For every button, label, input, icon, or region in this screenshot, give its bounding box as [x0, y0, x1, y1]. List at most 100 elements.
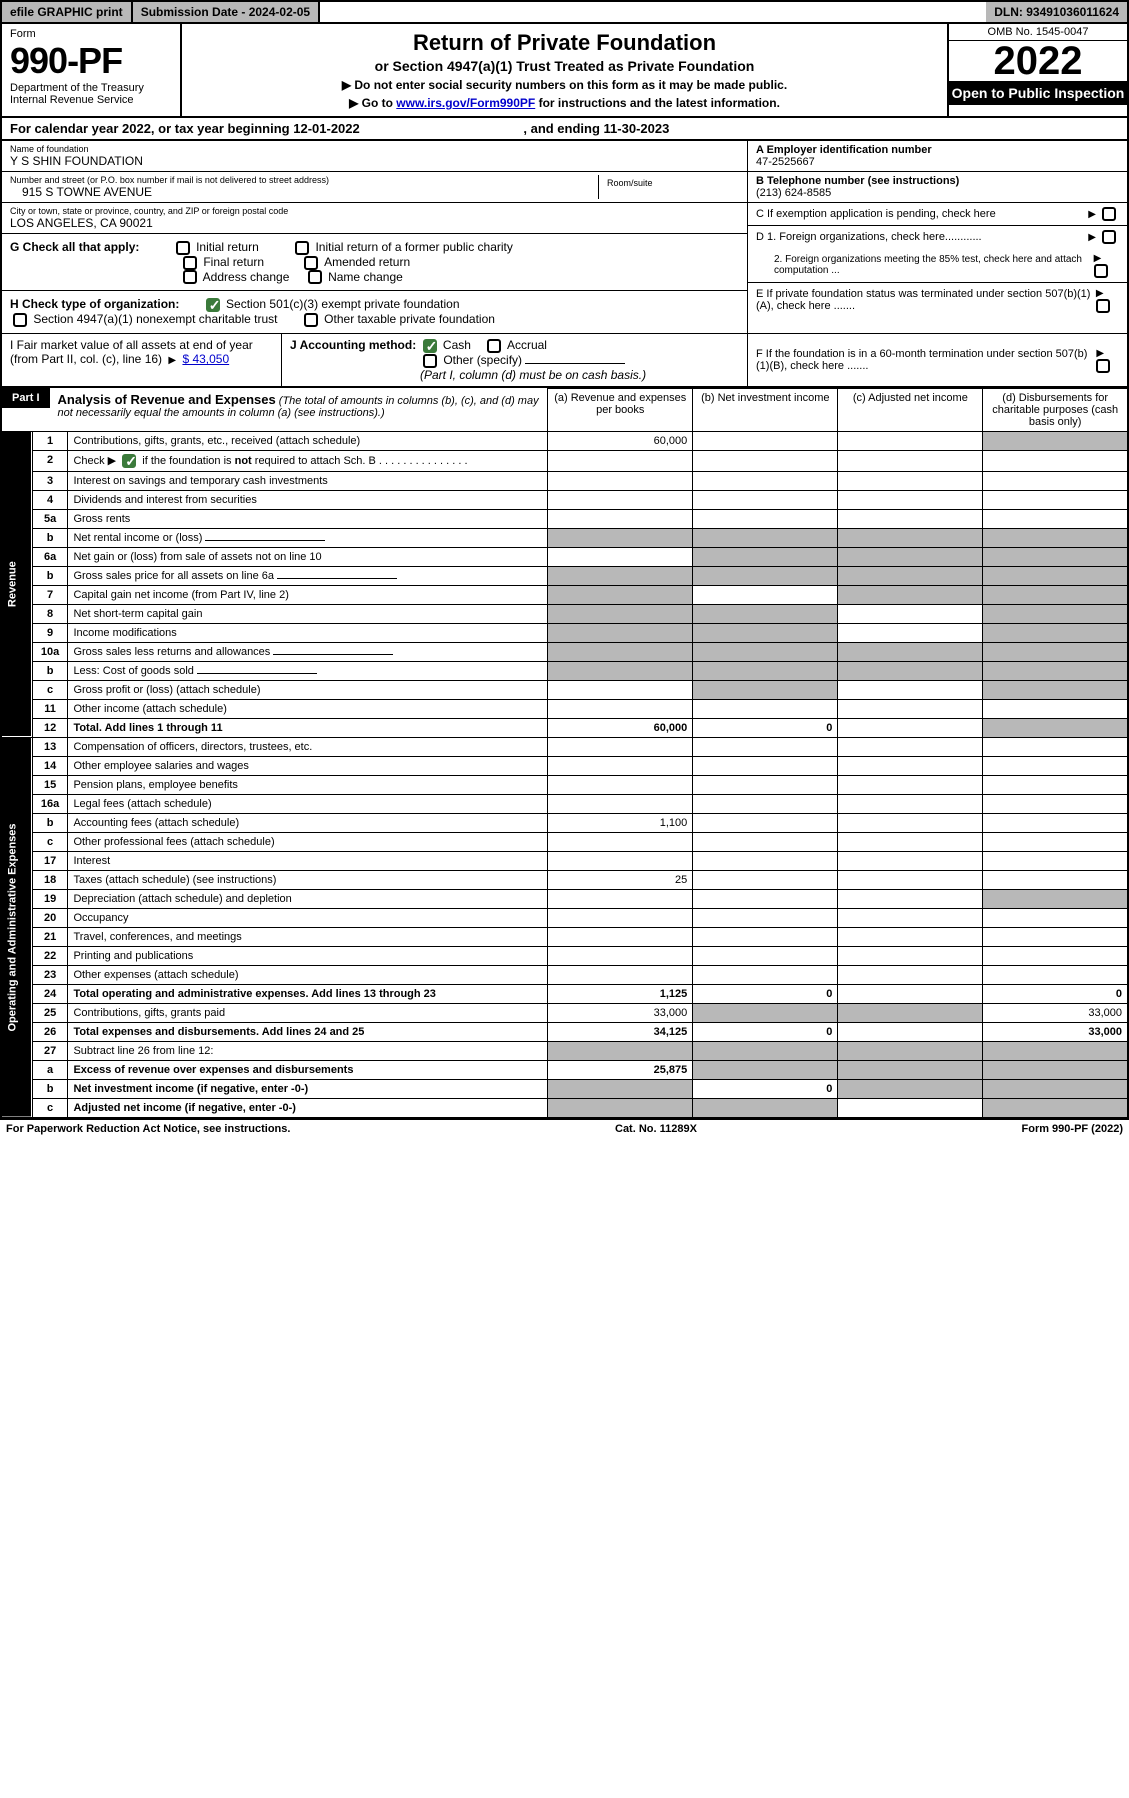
footer-form: Form 990-PF (2022)	[1022, 1123, 1123, 1135]
section-h: H Check type of organization: Section 50…	[2, 291, 747, 333]
col-a-val: 25,875	[548, 1060, 693, 1079]
col-b-val	[693, 1098, 838, 1118]
col-d-val	[983, 908, 1128, 927]
row-desc: Capital gain net income (from Part IV, l…	[68, 585, 548, 604]
phone-label: B Telephone number (see instructions)	[756, 175, 959, 187]
section-c: C If exemption application is pending, c…	[748, 203, 1127, 226]
col-a-val	[548, 566, 693, 585]
opt-amended: Amended return	[324, 255, 410, 269]
col-d-val	[983, 813, 1128, 832]
cb-e[interactable]	[1096, 299, 1110, 313]
col-c-val	[838, 984, 983, 1003]
col-c-header: (c) Adjusted net income	[838, 388, 983, 431]
col-c-val	[838, 680, 983, 699]
col-d-val	[983, 642, 1128, 661]
col-b-val	[693, 509, 838, 528]
irs-link[interactable]: www.irs.gov/Form990PF	[396, 96, 535, 110]
col-c-val	[838, 927, 983, 946]
col-d-val	[983, 737, 1128, 756]
row-desc: Compensation of officers, directors, tru…	[68, 737, 548, 756]
col-d-val	[983, 490, 1128, 509]
table-row: 7 Capital gain net income (from Part IV,…	[1, 585, 1128, 604]
cb-other-method[interactable]	[423, 354, 437, 368]
col-d-val	[983, 528, 1128, 547]
cb-other-tax[interactable]	[304, 313, 318, 327]
cb-initial[interactable]	[176, 241, 190, 255]
row-num: c	[32, 1098, 68, 1118]
note2-pre: ▶ Go to	[349, 96, 396, 110]
row-desc: Travel, conferences, and meetings	[68, 927, 548, 946]
page-footer: For Paperwork Reduction Act Notice, see …	[0, 1119, 1129, 1138]
table-row: 8 Net short-term capital gain	[1, 604, 1128, 623]
row-num: 8	[32, 604, 68, 623]
cb-accrual[interactable]	[487, 339, 501, 353]
col-b-val: 0	[693, 1022, 838, 1041]
cb-address[interactable]	[183, 270, 197, 284]
cb-initial-former[interactable]	[295, 241, 309, 255]
cb-501c3[interactable]	[206, 298, 220, 312]
efile-print-btn[interactable]: efile GRAPHIC print	[2, 2, 133, 22]
revenue-sidebar: Revenue	[1, 431, 32, 737]
col-b-val	[693, 775, 838, 794]
cb-d2[interactable]	[1094, 264, 1108, 278]
cb-f[interactable]	[1096, 359, 1110, 373]
c-label: C If exemption application is pending, c…	[756, 208, 996, 220]
col-d-val	[983, 889, 1128, 908]
cb-schb[interactable]	[122, 454, 136, 468]
col-b-val: 0	[693, 984, 838, 1003]
i-value[interactable]: $ 43,050	[182, 352, 229, 366]
cb-name-change[interactable]	[308, 270, 322, 284]
col-b-val	[693, 547, 838, 566]
arrow-icon	[1085, 208, 1099, 220]
g-label: G Check all that apply:	[10, 240, 139, 254]
col-c-val	[838, 431, 983, 450]
col-b-val	[693, 756, 838, 775]
cb-final[interactable]	[183, 256, 197, 270]
col-b-val	[693, 927, 838, 946]
cb-d1[interactable]	[1102, 230, 1116, 244]
col-b-val	[693, 832, 838, 851]
row-desc: Printing and publications	[68, 946, 548, 965]
table-row: 14 Other employee salaries and wages	[1, 756, 1128, 775]
table-row: 22 Printing and publications	[1, 946, 1128, 965]
col-a-val	[548, 832, 693, 851]
col-c-val	[838, 623, 983, 642]
ein-value: 47-2525667	[756, 156, 815, 168]
col-b-val	[693, 680, 838, 699]
cb-cash[interactable]	[423, 339, 437, 353]
col-b-val	[693, 813, 838, 832]
cb-4947[interactable]	[13, 313, 27, 327]
table-row: 23 Other expenses (attach schedule)	[1, 965, 1128, 984]
col-d-val	[983, 756, 1128, 775]
col-a-val	[548, 585, 693, 604]
arrow-icon	[1091, 252, 1105, 264]
row-num: 14	[32, 756, 68, 775]
col-d-val: 33,000	[983, 1003, 1128, 1022]
submission-date: Submission Date - 2024-02-05	[133, 2, 320, 22]
col-a-val: 60,000	[548, 718, 693, 737]
col-c-val	[838, 870, 983, 889]
col-a-val: 25	[548, 870, 693, 889]
table-row: 16a Legal fees (attach schedule)	[1, 794, 1128, 813]
row-num: a	[32, 1060, 68, 1079]
col-d-val	[983, 699, 1128, 718]
table-row: 12 Total. Add lines 1 through 11 60,000 …	[1, 718, 1128, 737]
table-row: 11 Other income (attach schedule)	[1, 699, 1128, 718]
form-subtitle: or Section 4947(a)(1) Trust Treated as P…	[194, 58, 935, 74]
top-bar: efile GRAPHIC print Submission Date - 20…	[0, 0, 1129, 24]
form-title: Return of Private Foundation	[194, 30, 935, 56]
col-d-val	[983, 661, 1128, 680]
col-c-val	[838, 1003, 983, 1022]
opt-501c3: Section 501(c)(3) exempt private foundat…	[226, 297, 459, 311]
j-note: (Part I, column (d) must be on cash basi…	[420, 368, 646, 382]
table-row: 27 Subtract line 26 from line 12:	[1, 1041, 1128, 1060]
table-row: 26 Total expenses and disbursements. Add…	[1, 1022, 1128, 1041]
cb-amended[interactable]	[304, 256, 318, 270]
col-b-val	[693, 623, 838, 642]
opt-other-tax: Other taxable private foundation	[324, 312, 495, 326]
cb-c[interactable]	[1102, 207, 1116, 221]
col-c-val	[838, 585, 983, 604]
col-a-val	[548, 737, 693, 756]
col-a-val	[548, 851, 693, 870]
table-row: 25 Contributions, gifts, grants paid 33,…	[1, 1003, 1128, 1022]
